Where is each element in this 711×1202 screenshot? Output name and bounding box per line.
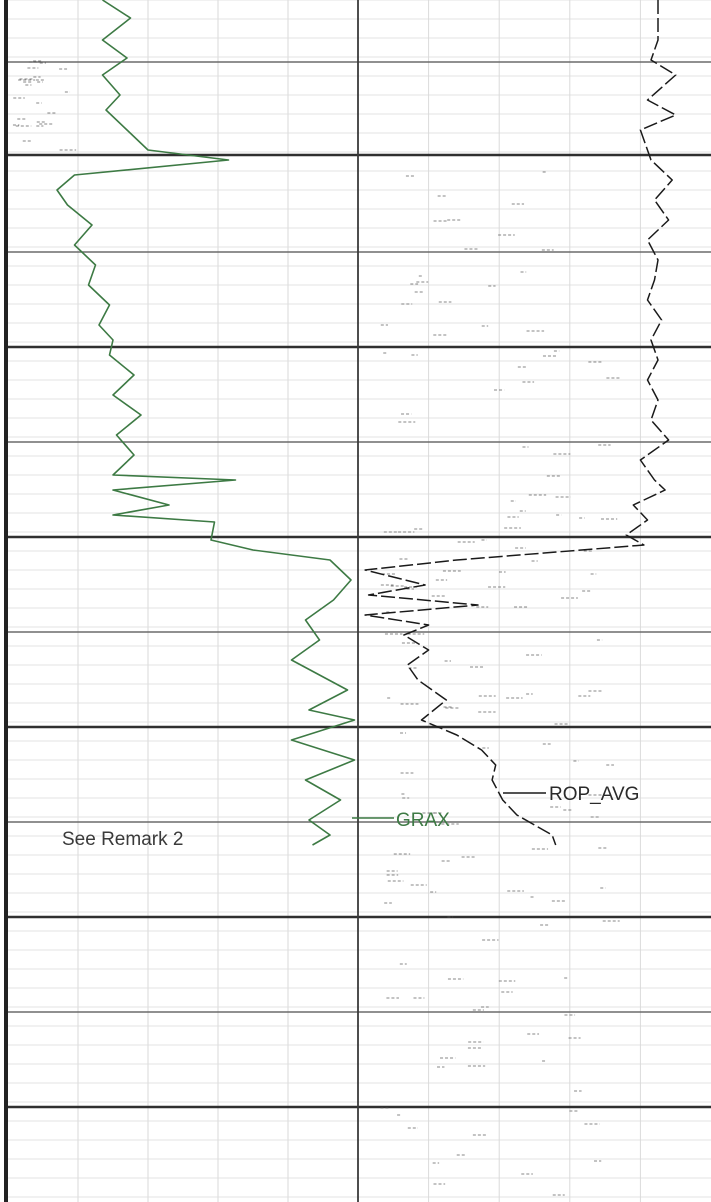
labels: GRAX ROP_AVG See Remark 2 [62,784,639,850]
grid [4,0,711,1202]
rop-label: ROP_AVG [549,784,639,805]
remark-text: See Remark 2 [62,829,183,850]
grax-curve [56,0,356,846]
curves [56,0,677,846]
rop-avg-curve [364,0,677,846]
data-speckle [12,60,622,1196]
grax-label: GRAX [396,810,450,831]
